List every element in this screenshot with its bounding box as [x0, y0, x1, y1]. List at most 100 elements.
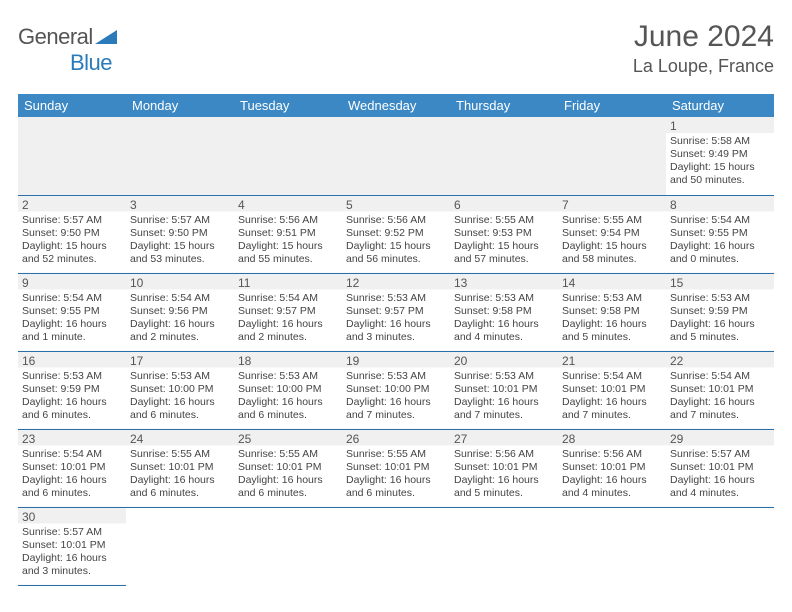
sunrise-line: Sunrise: 5:54 AM	[22, 292, 122, 305]
sunrise-line: Sunrise: 5:53 AM	[454, 370, 554, 383]
sunset-line: Sunset: 9:59 PM	[22, 383, 122, 396]
sunset-line: Sunset: 10:01 PM	[562, 461, 662, 474]
calendar-day: 30Sunrise: 5:57 AMSunset: 10:01 PMDaylig…	[18, 507, 126, 585]
calendar-day: 8Sunrise: 5:54 AMSunset: 9:55 PMDaylight…	[666, 195, 774, 273]
calendar-week: 2Sunrise: 5:57 AMSunset: 9:50 PMDaylight…	[18, 195, 774, 273]
calendar-day: 5Sunrise: 5:56 AMSunset: 9:52 PMDaylight…	[342, 195, 450, 273]
sunset-line: Sunset: 9:57 PM	[238, 305, 338, 318]
day-number: 16	[22, 354, 122, 369]
weekday-header: Thursday	[450, 94, 558, 117]
calendar-day: 12Sunrise: 5:53 AMSunset: 9:57 PMDayligh…	[342, 273, 450, 351]
day-number: 27	[454, 432, 554, 447]
weekday-header: Friday	[558, 94, 666, 117]
calendar-day: 20Sunrise: 5:53 AMSunset: 10:01 PMDaylig…	[450, 351, 558, 429]
calendar-week: 16Sunrise: 5:53 AMSunset: 9:59 PMDayligh…	[18, 351, 774, 429]
daylight-line: Daylight: 15 hours and 53 minutes.	[130, 240, 230, 266]
weekday-header: Tuesday	[234, 94, 342, 117]
sunset-line: Sunset: 9:56 PM	[130, 305, 230, 318]
sunset-line: Sunset: 10:00 PM	[346, 383, 446, 396]
calendar-week: 9Sunrise: 5:54 AMSunset: 9:55 PMDaylight…	[18, 273, 774, 351]
calendar-empty	[126, 117, 234, 195]
flag-icon	[95, 24, 117, 50]
day-number: 2	[22, 198, 122, 213]
title-block: June 2024 La Loupe, France	[633, 20, 774, 77]
day-number: 24	[130, 432, 230, 447]
sunrise-line: Sunrise: 5:54 AM	[670, 370, 770, 383]
day-number: 17	[130, 354, 230, 369]
daylight-line: Daylight: 15 hours and 58 minutes.	[562, 240, 662, 266]
day-number: 6	[454, 198, 554, 213]
sunrise-line: Sunrise: 5:55 AM	[238, 448, 338, 461]
sunrise-line: Sunrise: 5:55 AM	[130, 448, 230, 461]
calendar-day: 28Sunrise: 5:56 AMSunset: 10:01 PMDaylig…	[558, 429, 666, 507]
weekday-header: Sunday	[18, 94, 126, 117]
calendar-day: 21Sunrise: 5:54 AMSunset: 10:01 PMDaylig…	[558, 351, 666, 429]
day-number: 10	[130, 276, 230, 291]
day-number: 18	[238, 354, 338, 369]
sunrise-line: Sunrise: 5:53 AM	[562, 292, 662, 305]
daylight-line: Daylight: 16 hours and 4 minutes.	[454, 318, 554, 344]
daylight-line: Daylight: 16 hours and 1 minute.	[22, 318, 122, 344]
daylight-line: Daylight: 15 hours and 57 minutes.	[454, 240, 554, 266]
day-number: 26	[346, 432, 446, 447]
daylight-line: Daylight: 16 hours and 6 minutes.	[130, 474, 230, 500]
sunset-line: Sunset: 10:01 PM	[22, 539, 122, 552]
sunset-line: Sunset: 9:58 PM	[562, 305, 662, 318]
calendar-day: 10Sunrise: 5:54 AMSunset: 9:56 PMDayligh…	[126, 273, 234, 351]
logo-text: GeneralBlue	[18, 24, 117, 86]
day-number: 8	[670, 198, 770, 213]
calendar-day: 16Sunrise: 5:53 AMSunset: 9:59 PMDayligh…	[18, 351, 126, 429]
calendar-empty	[558, 117, 666, 195]
day-number: 5	[346, 198, 446, 213]
logo-general: General	[18, 24, 93, 49]
day-number: 30	[22, 510, 122, 525]
calendar-header-row: SundayMondayTuesdayWednesdayThursdayFrid…	[18, 94, 774, 117]
daylight-line: Daylight: 16 hours and 7 minutes.	[670, 396, 770, 422]
calendar-week: 23Sunrise: 5:54 AMSunset: 10:01 PMDaylig…	[18, 429, 774, 507]
sunrise-line: Sunrise: 5:56 AM	[346, 214, 446, 227]
daylight-line: Daylight: 16 hours and 0 minutes.	[670, 240, 770, 266]
sunset-line: Sunset: 10:00 PM	[238, 383, 338, 396]
sunset-line: Sunset: 10:01 PM	[454, 383, 554, 396]
sunrise-line: Sunrise: 5:55 AM	[562, 214, 662, 227]
sunrise-line: Sunrise: 5:57 AM	[22, 526, 122, 539]
sunrise-line: Sunrise: 5:56 AM	[562, 448, 662, 461]
daylight-line: Daylight: 16 hours and 6 minutes.	[22, 474, 122, 500]
sunset-line: Sunset: 10:01 PM	[670, 383, 770, 396]
day-number: 23	[22, 432, 122, 447]
sunset-line: Sunset: 10:01 PM	[238, 461, 338, 474]
calendar-empty	[558, 507, 666, 585]
calendar-day: 17Sunrise: 5:53 AMSunset: 10:00 PMDaylig…	[126, 351, 234, 429]
daylight-line: Daylight: 16 hours and 6 minutes.	[130, 396, 230, 422]
calendar-day: 3Sunrise: 5:57 AMSunset: 9:50 PMDaylight…	[126, 195, 234, 273]
daylight-line: Daylight: 15 hours and 55 minutes.	[238, 240, 338, 266]
sunrise-line: Sunrise: 5:53 AM	[238, 370, 338, 383]
daylight-line: Daylight: 16 hours and 3 minutes.	[22, 552, 122, 578]
sunrise-line: Sunrise: 5:56 AM	[454, 448, 554, 461]
logo-blue: Blue	[70, 50, 112, 75]
daylight-line: Daylight: 16 hours and 6 minutes.	[22, 396, 122, 422]
logo: GeneralBlue	[18, 24, 117, 86]
calendar-empty	[450, 507, 558, 585]
calendar-empty	[18, 117, 126, 195]
sunset-line: Sunset: 9:53 PM	[454, 227, 554, 240]
calendar-day: 6Sunrise: 5:55 AMSunset: 9:53 PMDaylight…	[450, 195, 558, 273]
daylight-line: Daylight: 16 hours and 5 minutes.	[562, 318, 662, 344]
daylight-line: Daylight: 16 hours and 7 minutes.	[346, 396, 446, 422]
calendar-day: 27Sunrise: 5:56 AMSunset: 10:01 PMDaylig…	[450, 429, 558, 507]
sunset-line: Sunset: 10:00 PM	[130, 383, 230, 396]
sunset-line: Sunset: 9:55 PM	[22, 305, 122, 318]
daylight-line: Daylight: 15 hours and 52 minutes.	[22, 240, 122, 266]
calendar-day: 22Sunrise: 5:54 AMSunset: 10:01 PMDaylig…	[666, 351, 774, 429]
calendar-day: 7Sunrise: 5:55 AMSunset: 9:54 PMDaylight…	[558, 195, 666, 273]
day-number: 13	[454, 276, 554, 291]
calendar-day: 18Sunrise: 5:53 AMSunset: 10:00 PMDaylig…	[234, 351, 342, 429]
calendar-empty	[234, 117, 342, 195]
sunset-line: Sunset: 9:49 PM	[670, 148, 770, 161]
sunrise-line: Sunrise: 5:57 AM	[22, 214, 122, 227]
sunrise-line: Sunrise: 5:53 AM	[22, 370, 122, 383]
calendar-week: 1Sunrise: 5:58 AMSunset: 9:49 PMDaylight…	[18, 117, 774, 195]
calendar-empty	[234, 507, 342, 585]
sunrise-line: Sunrise: 5:58 AM	[670, 135, 770, 148]
sunrise-line: Sunrise: 5:53 AM	[130, 370, 230, 383]
